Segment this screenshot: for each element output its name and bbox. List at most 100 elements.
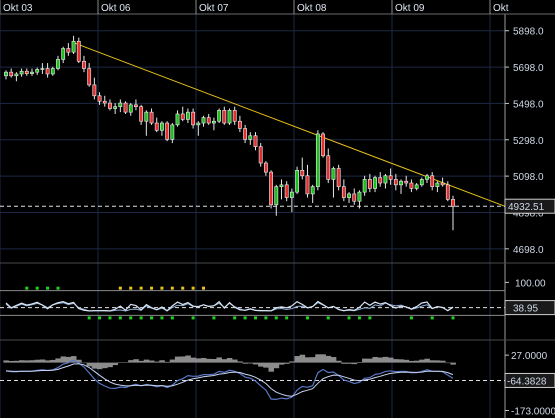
macd-histogram-bar [247,362,254,364]
day-label: Okt [493,3,509,14]
candle-body [367,179,372,189]
macd-tick-label: -173.0000 [511,407,555,418]
price-tick-label: 5498.0 [513,99,544,110]
candlesticks[interactable] [4,35,455,231]
osc-dot-down [191,286,195,290]
osc-dot-up [150,316,154,320]
candle [66,43,71,56]
candle-body [186,111,190,120]
macd-histogram-bar [226,358,233,363]
macd-histogram-bar [372,356,378,363]
candle-body [50,68,55,75]
macd-histogram-bar [29,360,35,363]
candle [35,67,40,75]
price-axis: 4698.0 4898.0 5098.0 5298.0 5498.0 5698.0 5898… [505,27,544,256]
macd-last-tag: -64.3828 [504,372,555,388]
candle [134,99,138,111]
macd-histogram-bar [304,357,311,363]
candle-body [149,111,154,124]
candle-body [383,175,388,184]
candle [56,55,60,71]
macd-histogram-bar [440,360,446,363]
macd-histogram-bar [86,362,93,367]
candle-body [393,179,398,186]
macd-histogram-bar [164,361,171,363]
oscillator-last-tag: 38.95 [504,300,555,316]
candle [289,188,294,213]
macd-histogram-bar [403,359,410,363]
candle [9,68,14,78]
macd-histogram-bar [211,359,217,363]
candle [269,170,273,209]
macd-histogram-bar [13,360,20,363]
candle [274,184,279,216]
candle-body [269,171,273,206]
candle [92,77,97,100]
candle-body [139,106,144,122]
osc-dot-up [368,316,372,320]
macd-series [3,354,456,401]
candle-body [388,175,393,180]
macd-histogram-bar [200,357,207,363]
candle-body [404,180,409,184]
candle [211,117,216,131]
candle-body [425,175,429,180]
macd-histogram-bar [367,358,373,363]
candle [279,179,284,200]
candle-body [357,191,362,202]
macd-histogram-bar [195,358,202,363]
candle [263,161,268,176]
candle [45,63,50,78]
candle [331,166,336,198]
macd-tick-label: 27.0000 [511,351,548,362]
candle [451,195,455,231]
macd-histogram-bar [117,362,124,364]
candle-body [305,175,310,195]
osc-dot-down [181,286,185,290]
candle [97,92,102,105]
macd-histogram-bar [278,362,285,365]
candle [128,103,133,116]
oscillator-grid [0,290,505,316]
candle-body [227,110,232,124]
macd-histogram-bar [133,359,139,363]
candle-body [82,60,86,69]
candle [82,55,86,73]
candle-body [274,186,279,206]
oscillator-panel[interactable]: 100.00 38.95 [0,278,555,320]
macd-histogram-bar [330,357,337,363]
macd-histogram-bar [424,358,430,363]
candle-body [87,68,92,86]
candle [170,123,175,144]
candle-body [336,168,341,187]
macd-histogram-bar [128,360,134,363]
macd-histogram-bar [3,360,9,363]
candle [180,106,185,122]
candle [14,72,19,82]
candle [40,63,45,74]
day-header-bg [0,0,555,14]
macd-histogram-bar [180,356,186,363]
candle-body [295,170,299,193]
osc-dot-down [129,286,133,290]
osc-dot-up [243,316,247,320]
osc-dot-up [46,286,50,290]
candle [19,68,24,77]
osc-dot-up [160,316,164,320]
macd-histogram-bar [268,362,274,372]
candle-body [196,122,201,126]
candle [123,101,128,114]
candle [373,175,377,193]
candle-body [409,182,414,189]
macd-panel[interactable]: 27.0000 -173.0000 -64.3828 [0,351,555,418]
candle-body [253,135,258,147]
macd-histogram-bar [429,360,436,363]
macd-histogram-bar [336,360,342,363]
candle [347,192,351,204]
candle [409,179,414,193]
candle-body [451,199,455,207]
candle [362,175,367,196]
macd-signal-line [5,363,454,397]
